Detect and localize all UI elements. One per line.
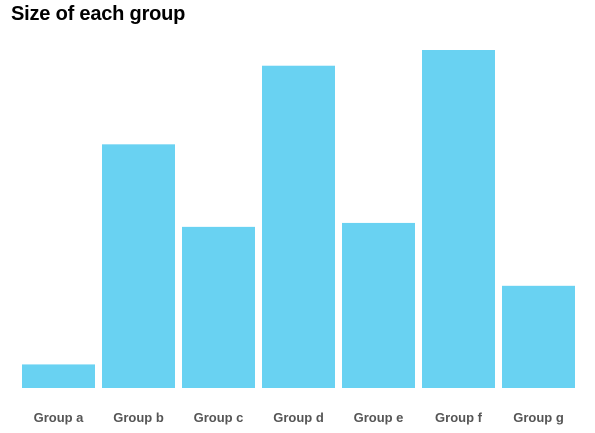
bar-group-a — [22, 364, 95, 388]
x-tick-label: Group b — [113, 410, 164, 425]
bar-group-f — [422, 50, 495, 388]
bar-group-g — [502, 285, 575, 388]
bar-group-b — [102, 144, 175, 388]
x-tick-label: Group f — [435, 410, 483, 425]
x-tick-label: Group e — [354, 410, 404, 425]
x-tick-label: Group g — [513, 410, 564, 425]
bar-group-e — [342, 222, 415, 388]
x-tick-label: Group a — [34, 410, 85, 425]
x-tick-label: Group d — [273, 410, 324, 425]
chart-title: Size of each group — [11, 3, 186, 25]
bar-group-d — [262, 65, 335, 388]
x-tick-label: Group c — [194, 410, 244, 425]
bar-group-c — [182, 226, 255, 388]
